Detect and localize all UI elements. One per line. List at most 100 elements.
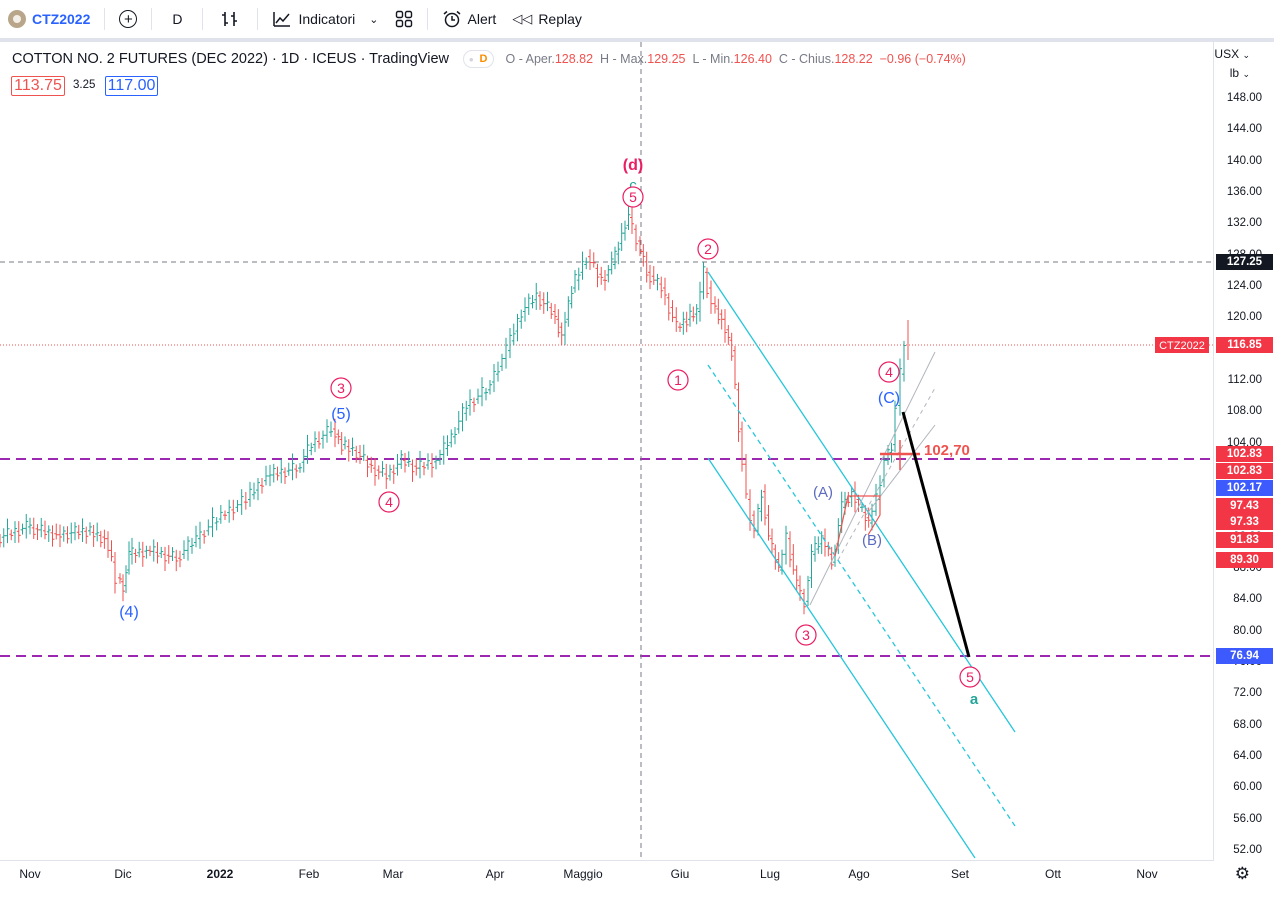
price-tick-label: 136.00	[1226, 185, 1262, 198]
ohlc-bar	[422, 461, 426, 476]
ohlc-bar	[441, 435, 446, 465]
ohlc-bar	[294, 464, 299, 479]
ohlc-bar	[648, 264, 652, 290]
ohlc-bar	[619, 222, 624, 252]
settings-gear-icon[interactable]: ⚙	[1234, 864, 1250, 883]
currency-selector[interactable]: USX ⌄	[1214, 47, 1250, 61]
ohlc-bar	[321, 430, 325, 449]
alert-button[interactable]: Alert	[434, 0, 505, 38]
bid-price-box[interactable]: 113.75	[11, 76, 65, 96]
ohlc-bar	[0, 533, 2, 548]
ohlc-bar	[500, 353, 504, 372]
ohlc-bar	[504, 337, 508, 369]
ohlc-bar	[13, 521, 17, 543]
ohlc-bar	[588, 249, 592, 270]
ohlc-bar	[28, 517, 32, 535]
ohlc-bar	[559, 322, 564, 346]
price-scale[interactable]: USX ⌄ lb ⌄ 148.00 144.00 140.00 136.00 132.0…	[1213, 42, 1274, 860]
chevron-down-icon: ⌄	[1242, 50, 1250, 60]
ohlc-bar	[889, 442, 894, 463]
replay-button[interactable]: ◁◁ Replay	[504, 0, 590, 38]
ohlc-bar	[5, 518, 10, 544]
ohlc-bar	[663, 277, 667, 306]
ohlc-bar	[418, 450, 422, 479]
interval-button[interactable]: D	[158, 0, 196, 38]
ohlc-bar	[698, 281, 702, 322]
price-axis-label: 127.25	[1216, 254, 1273, 270]
indicators-label: Indicatori	[298, 11, 356, 27]
ohlc-bar	[214, 517, 219, 531]
ohlc-bar	[361, 444, 366, 462]
ohlc-bar	[69, 522, 74, 544]
price-axis-label: 102.83	[1216, 463, 1273, 479]
price-axis-label: 116.85	[1216, 337, 1273, 353]
ohlc-bar	[784, 525, 788, 565]
ohlc-bar	[43, 520, 47, 540]
compare-symbol-button[interactable]: +	[111, 0, 145, 38]
ohlc-bar	[24, 513, 29, 539]
ohlc-bar	[118, 573, 122, 584]
layouts-button[interactable]	[387, 0, 421, 38]
ohlc-bar	[223, 510, 227, 520]
chevron-down-icon[interactable]: ⌄	[369, 13, 379, 26]
ohlc-bar	[736, 382, 741, 442]
price-tick-label: 64.00	[1233, 749, 1262, 762]
price-axis-label: 102.17	[1216, 480, 1273, 496]
ohlc-bar	[626, 204, 631, 231]
price-tick-label: 112.00	[1227, 373, 1262, 386]
ohlc-bar	[472, 397, 476, 413]
ohlc-bar	[556, 309, 561, 338]
bars-chart-icon	[222, 12, 238, 26]
time-tick-label: Maggio	[563, 867, 603, 881]
unit-selector[interactable]: lb ⌄	[1230, 66, 1250, 80]
ohlc-bar	[260, 477, 264, 494]
price-axis-label: 102.83	[1216, 446, 1273, 462]
symbol-title: COTTON NO. 2 FUTURES (DEC 2022) · 1D · I…	[12, 51, 449, 67]
price-chart[interactable]: (d)c5213(5)4(4)4(C)(A)(B)35a102,70CTZ202…	[0, 0, 1214, 860]
wave-label-5-top-circle	[622, 186, 644, 208]
ohlc-bar	[580, 251, 585, 280]
time-tick-label: 2022	[206, 867, 234, 881]
ohlc-bar	[541, 292, 546, 314]
rising-channel-upper	[809, 351, 936, 606]
ohlc-bar	[148, 545, 152, 557]
ohlc-bar	[829, 546, 834, 570]
ohlc-bar	[813, 536, 817, 562]
ohlc-bar	[584, 257, 589, 270]
divider	[426, 8, 428, 30]
ohlc-bar	[430, 453, 434, 478]
rising-channel-mid	[837, 387, 936, 561]
channel-median-line	[707, 364, 1016, 827]
ohlc-bar	[127, 541, 131, 575]
ohlc-bar	[80, 518, 85, 542]
legend-status-pill[interactable]: • D	[462, 50, 494, 68]
ohlc-bar	[549, 302, 554, 319]
ohlc-bar	[530, 295, 535, 309]
high-label: H - Max.	[600, 52, 648, 66]
wave-label-2: 2	[704, 241, 712, 257]
ohlc-bar	[198, 521, 202, 549]
ohlc-bar	[733, 345, 737, 390]
symbol-search-button[interactable]: CTZ2022	[0, 0, 98, 38]
wave-label-4-left: 4	[385, 494, 393, 510]
ohlc-bar	[336, 429, 341, 445]
ohlc-bar	[39, 517, 44, 538]
ohlc-bar	[354, 445, 359, 463]
indicators-button[interactable]: Indicatori ⌄	[264, 0, 386, 38]
ohlc-bar	[1, 528, 6, 548]
time-scale[interactable]: Nov Dic 2022 Feb Mar Apr Maggio Giu Lug Ago Set Ott…	[0, 860, 1214, 901]
ohlc-bar	[519, 309, 524, 329]
chart-type-button[interactable]	[209, 0, 251, 38]
wave-label-d: (d)	[623, 157, 643, 174]
ohlc-bar	[438, 449, 442, 466]
ohlc-bar	[492, 363, 496, 393]
ohlc-bar	[46, 525, 51, 542]
ohlc-bar	[414, 458, 419, 476]
ohlc-bar	[729, 332, 734, 361]
ohlc-bar	[410, 459, 415, 482]
time-tick-label: Nov	[19, 867, 41, 881]
ohlc-bar	[16, 521, 21, 543]
ohlc-bar	[218, 504, 223, 524]
ask-price-box[interactable]: 117.00	[105, 76, 158, 96]
price-tick-label: 144.00	[1226, 123, 1262, 136]
